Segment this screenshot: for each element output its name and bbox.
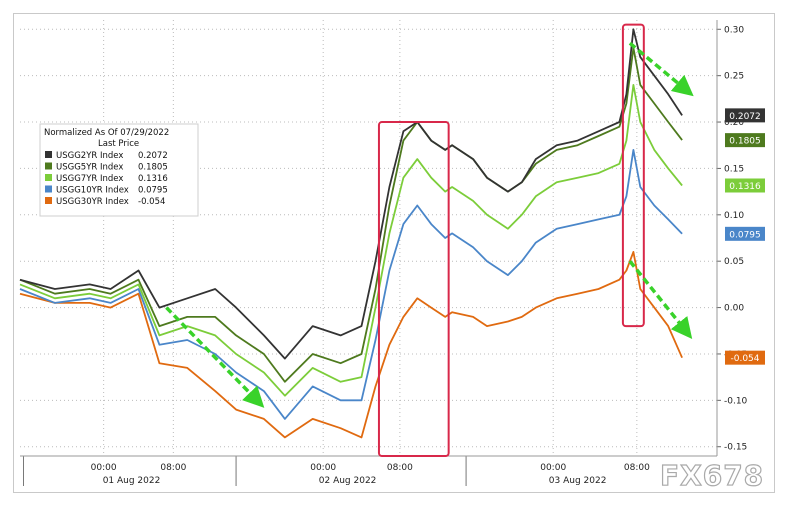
x-tick-label: 00:00 [310,463,336,473]
last-value-tag [725,108,765,123]
trend-arrow [628,41,694,97]
last-value-label: 0.0795 [729,230,761,240]
trend-arrow [165,306,265,408]
legend-entry-name: USGG30YR Index [56,197,129,207]
legend-swatch [45,151,52,158]
trend-arrow [628,260,693,339]
legend-entry-value: 0.0795 [138,186,168,196]
x-tick-label: 08:00 [624,463,650,473]
x-tick-label: 08:00 [160,463,186,473]
y-tick-label: 0.00 [724,304,744,314]
series-line-usgg10yr [19,148,683,420]
y-tick-label: 0.05 [724,257,744,267]
y-tick-label: 0.25 [724,72,744,82]
highlight-box [377,121,450,458]
last-value-label: 0.1316 [729,182,761,192]
last-value-tag [725,178,765,193]
series-line-usgg30yr [19,250,683,439]
x-tick-label: 00:00 [91,463,117,473]
legend-entry-name: USGG2YR Index [56,151,123,161]
series-line-usgg2yr [19,28,683,360]
legend-subtitle: Last Price [98,139,139,149]
day-label: 01 Aug 2022 [103,476,161,486]
day-label: 02 Aug 2022 [319,476,377,486]
legend-swatch [45,174,52,181]
last-value-tag [725,350,765,365]
x-tick-label: 08:00 [387,463,413,473]
day-label: 03 Aug 2022 [549,476,607,486]
last-value-tag [725,226,765,241]
legend-entry-name: USGG5YR Index [56,163,123,173]
x-tick-label: 00:00 [540,463,566,473]
legend-entry-value: -0.054 [138,197,165,207]
watermark-logo: FX678 [660,459,764,492]
legend-entry-value: 0.1316 [138,174,168,184]
last-value-tag [725,133,765,148]
legend-title: Normalized As Of 07/29/2022 [44,128,169,138]
legend-swatch [45,162,52,170]
series-line-usgg7yr [19,84,683,397]
legend-entry-name: USGG10YR Index [56,186,129,196]
last-value-label: 0.2072 [729,112,761,122]
legend-box [39,123,199,217]
legend-entry-value: 0.2072 [138,151,168,161]
legend-entry-name: USGG7YR Index [56,174,123,184]
legend-swatch [45,197,52,204]
legend-entry-value: 0.1805 [138,163,168,173]
y-tick-label: 0.10 [724,211,744,221]
legend-swatch [45,185,52,193]
y-tick-label: 0.15 [724,164,744,174]
last-value-label: -0.054 [730,354,759,364]
y-tick-label: 0.30 [724,25,744,35]
y-tick-label: -0.15 [724,443,747,453]
last-value-label: 0.1805 [729,137,761,147]
y-tick-label: 0.20 [724,118,744,128]
y-tick-label: -0.10 [724,396,748,406]
highlight-box [621,23,645,328]
